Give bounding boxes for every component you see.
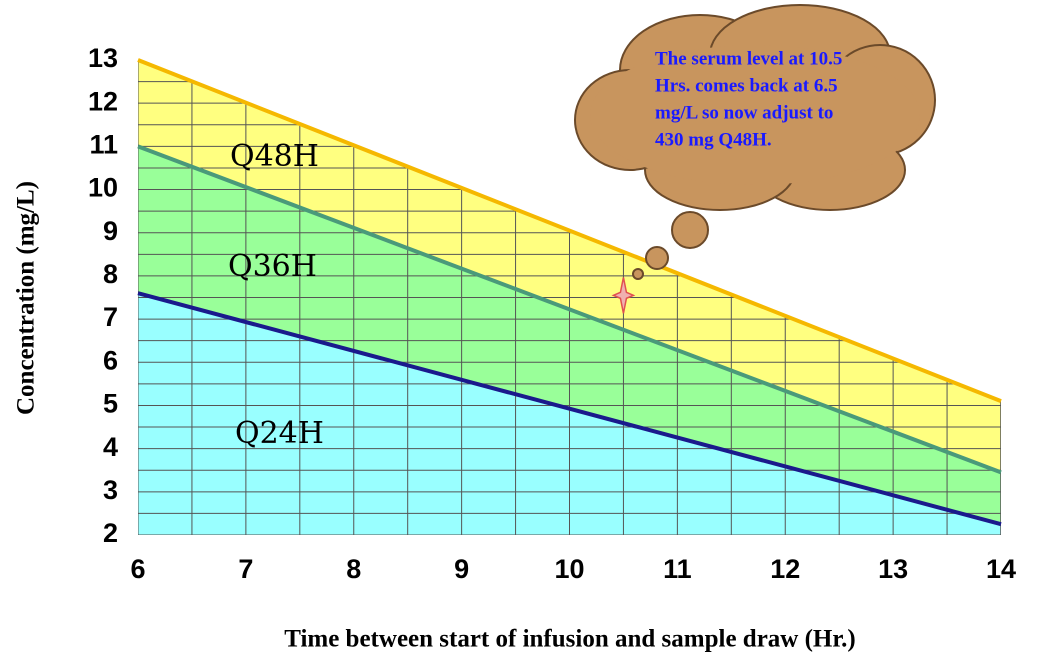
y-axis-title: Concentration (mg/L)	[13, 181, 40, 415]
x-tick-label: 10	[554, 554, 584, 584]
x-tick-label: 9	[454, 554, 469, 584]
y-tick-label: 4	[103, 432, 118, 462]
x-tick-label: 13	[878, 554, 908, 584]
y-tick-label: 3	[103, 475, 118, 505]
band-label: Q48H	[230, 139, 319, 174]
x-tick-label: 8	[346, 554, 361, 584]
y-tick-label: 11	[89, 129, 118, 159]
annotation-text: 430 mg Q48H.	[655, 129, 772, 150]
x-tick-label: 14	[986, 554, 1016, 584]
x-tick-label: 7	[238, 554, 253, 584]
y-tick-label: 12	[88, 86, 118, 116]
annotation-text: Hrs. comes back at 6.5	[655, 75, 838, 96]
y-tick-label: 13	[88, 43, 118, 73]
y-tick-label: 9	[103, 216, 118, 246]
y-tick-label: 6	[103, 345, 118, 375]
y-tick-label: 7	[103, 302, 118, 332]
y-tick-label: 2	[103, 518, 118, 548]
y-tick-label: 8	[103, 259, 118, 289]
x-axis-title: Time between start of infusion and sampl…	[284, 626, 856, 653]
y-tick-label: 10	[88, 173, 118, 203]
chart: Time between start of infusion and sampl…	[0, 0, 1039, 665]
y-tick-label: 5	[103, 389, 118, 419]
annotation-text: mg/L so now adjust to	[655, 102, 833, 123]
x-tick-label: 6	[130, 554, 145, 584]
annotation-text: The serum level at 10.5	[655, 48, 842, 69]
x-tick-label: 12	[770, 554, 800, 584]
band-label: Q24H	[235, 416, 324, 451]
x-tick-label: 11	[663, 554, 692, 584]
band-label: Q36H	[228, 249, 317, 284]
